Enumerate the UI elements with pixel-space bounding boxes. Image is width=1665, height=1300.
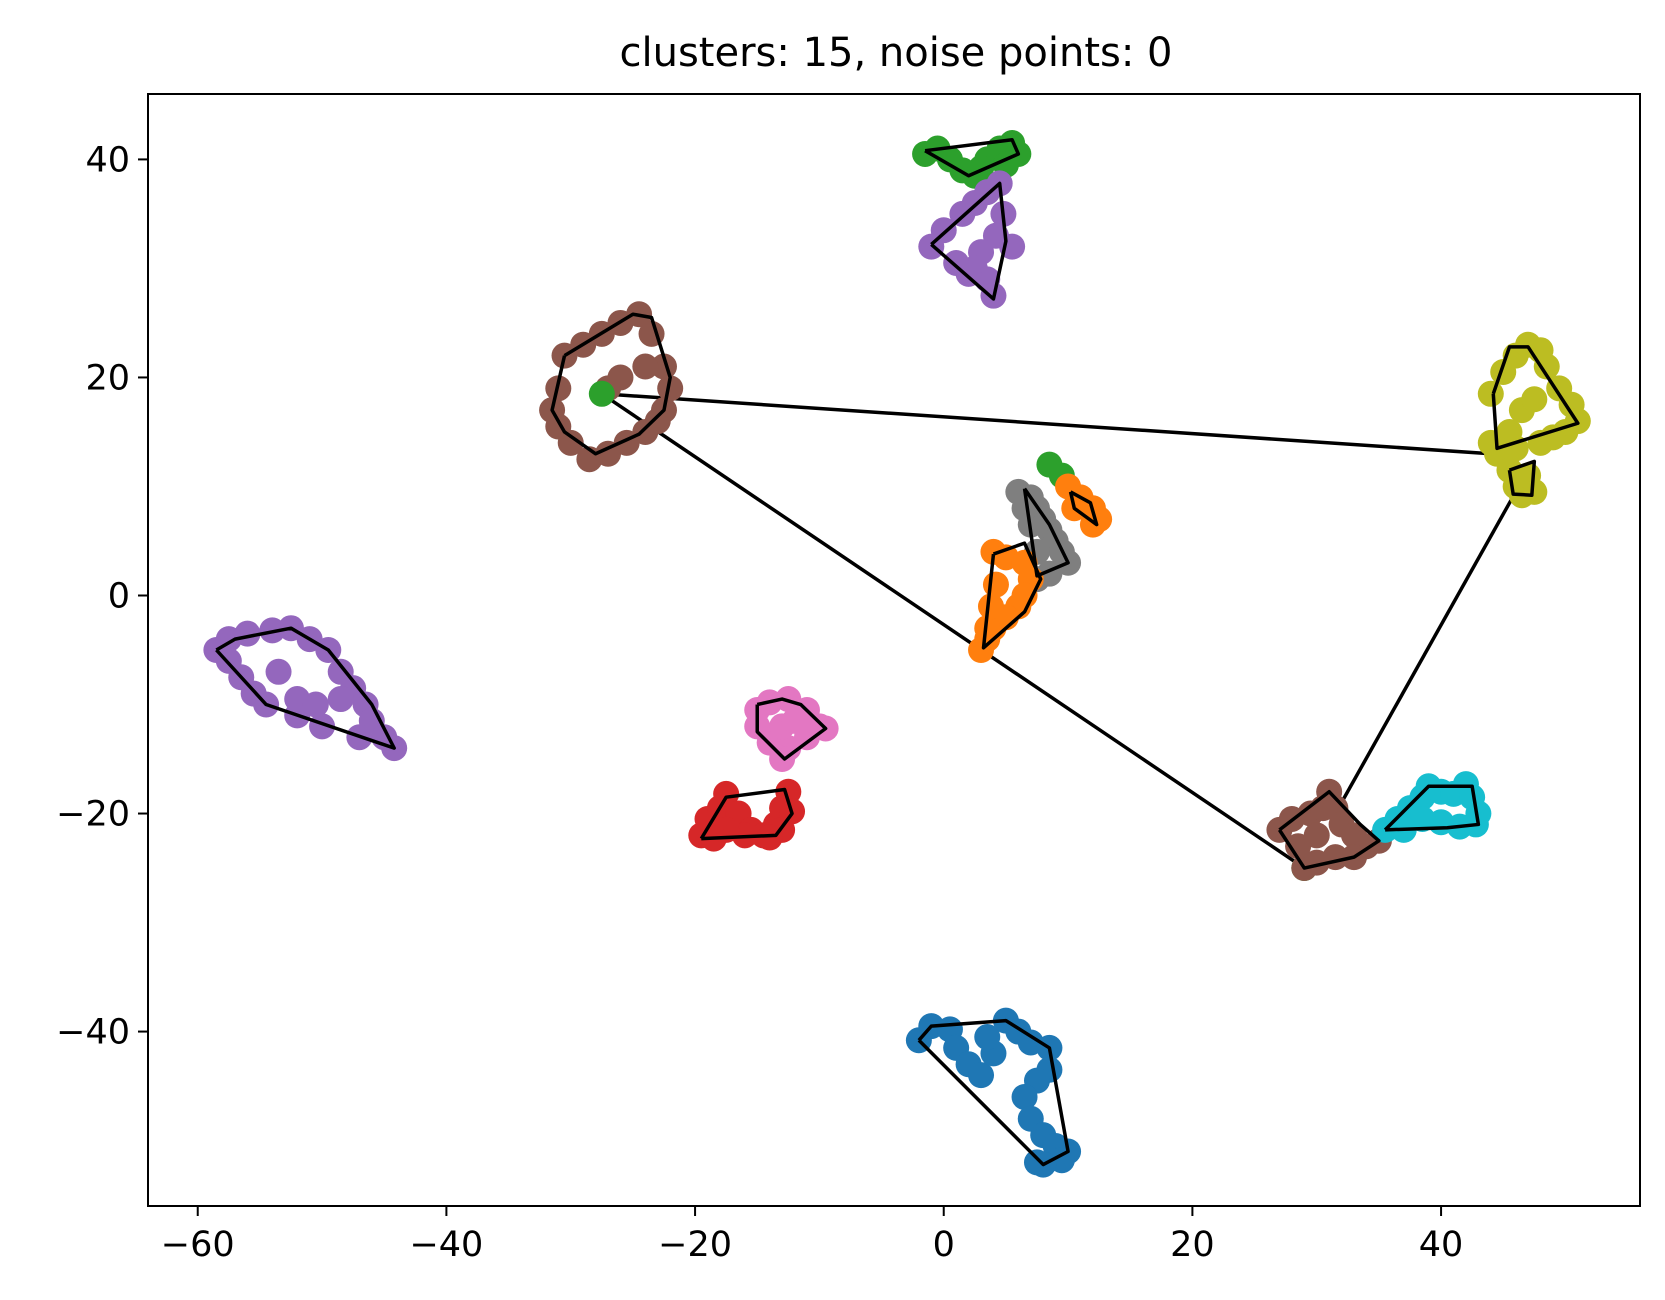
chart-title: clusters: 15, noise points: 0 [620, 30, 1173, 76]
connector-line-1 [602, 394, 1304, 868]
cluster-0 [906, 1008, 1081, 1178]
cluster-1-point-20 [266, 659, 292, 685]
cluster-3 [688, 779, 805, 852]
cluster-10-point-0 [1478, 381, 1504, 407]
x-tick-label-4: 20 [1170, 1225, 1215, 1265]
x-tick-label-5: 40 [1419, 1225, 1464, 1265]
cluster-9-point-17 [978, 593, 1004, 619]
plot-area [203, 130, 1590, 1178]
x-tick-label-0: −60 [161, 1225, 235, 1265]
connector-line-0 [602, 394, 1491, 454]
cluster-1-point-22 [303, 692, 329, 718]
y-tick-label-2: 0 [108, 576, 130, 616]
x-tick-label-2: −20 [658, 1225, 732, 1265]
cluster-0-point-5 [968, 1062, 994, 1088]
connector-line-2 [1335, 492, 1515, 814]
cluster-9-point-18 [983, 572, 1009, 598]
cluster-0-point-14 [1012, 1084, 1038, 1110]
y-tick-label-4: 40 [85, 140, 130, 180]
cluster-11-point-15 [1304, 822, 1330, 848]
y-tick-label-3: 20 [85, 358, 130, 398]
plot-frame [148, 94, 1640, 1206]
cluster-10-point-17 [1521, 386, 1547, 412]
x-tick-label-3: 0 [933, 1225, 955, 1265]
cluster-1-point-23 [328, 686, 354, 712]
y-tick-label-0: −40 [56, 1013, 130, 1053]
x-tick-label-1: −40 [409, 1225, 483, 1265]
cluster-7-point-0 [589, 381, 615, 407]
cluster-2-point-12 [782, 708, 808, 734]
cluster-12 [1372, 771, 1491, 843]
cluster-6-point-20 [632, 354, 658, 380]
y-axis: −40 −20 0 20 40 [56, 140, 148, 1052]
y-tick-label-1: −20 [56, 795, 130, 835]
x-axis: −60 −40 −20 0 20 40 [161, 1206, 1464, 1265]
